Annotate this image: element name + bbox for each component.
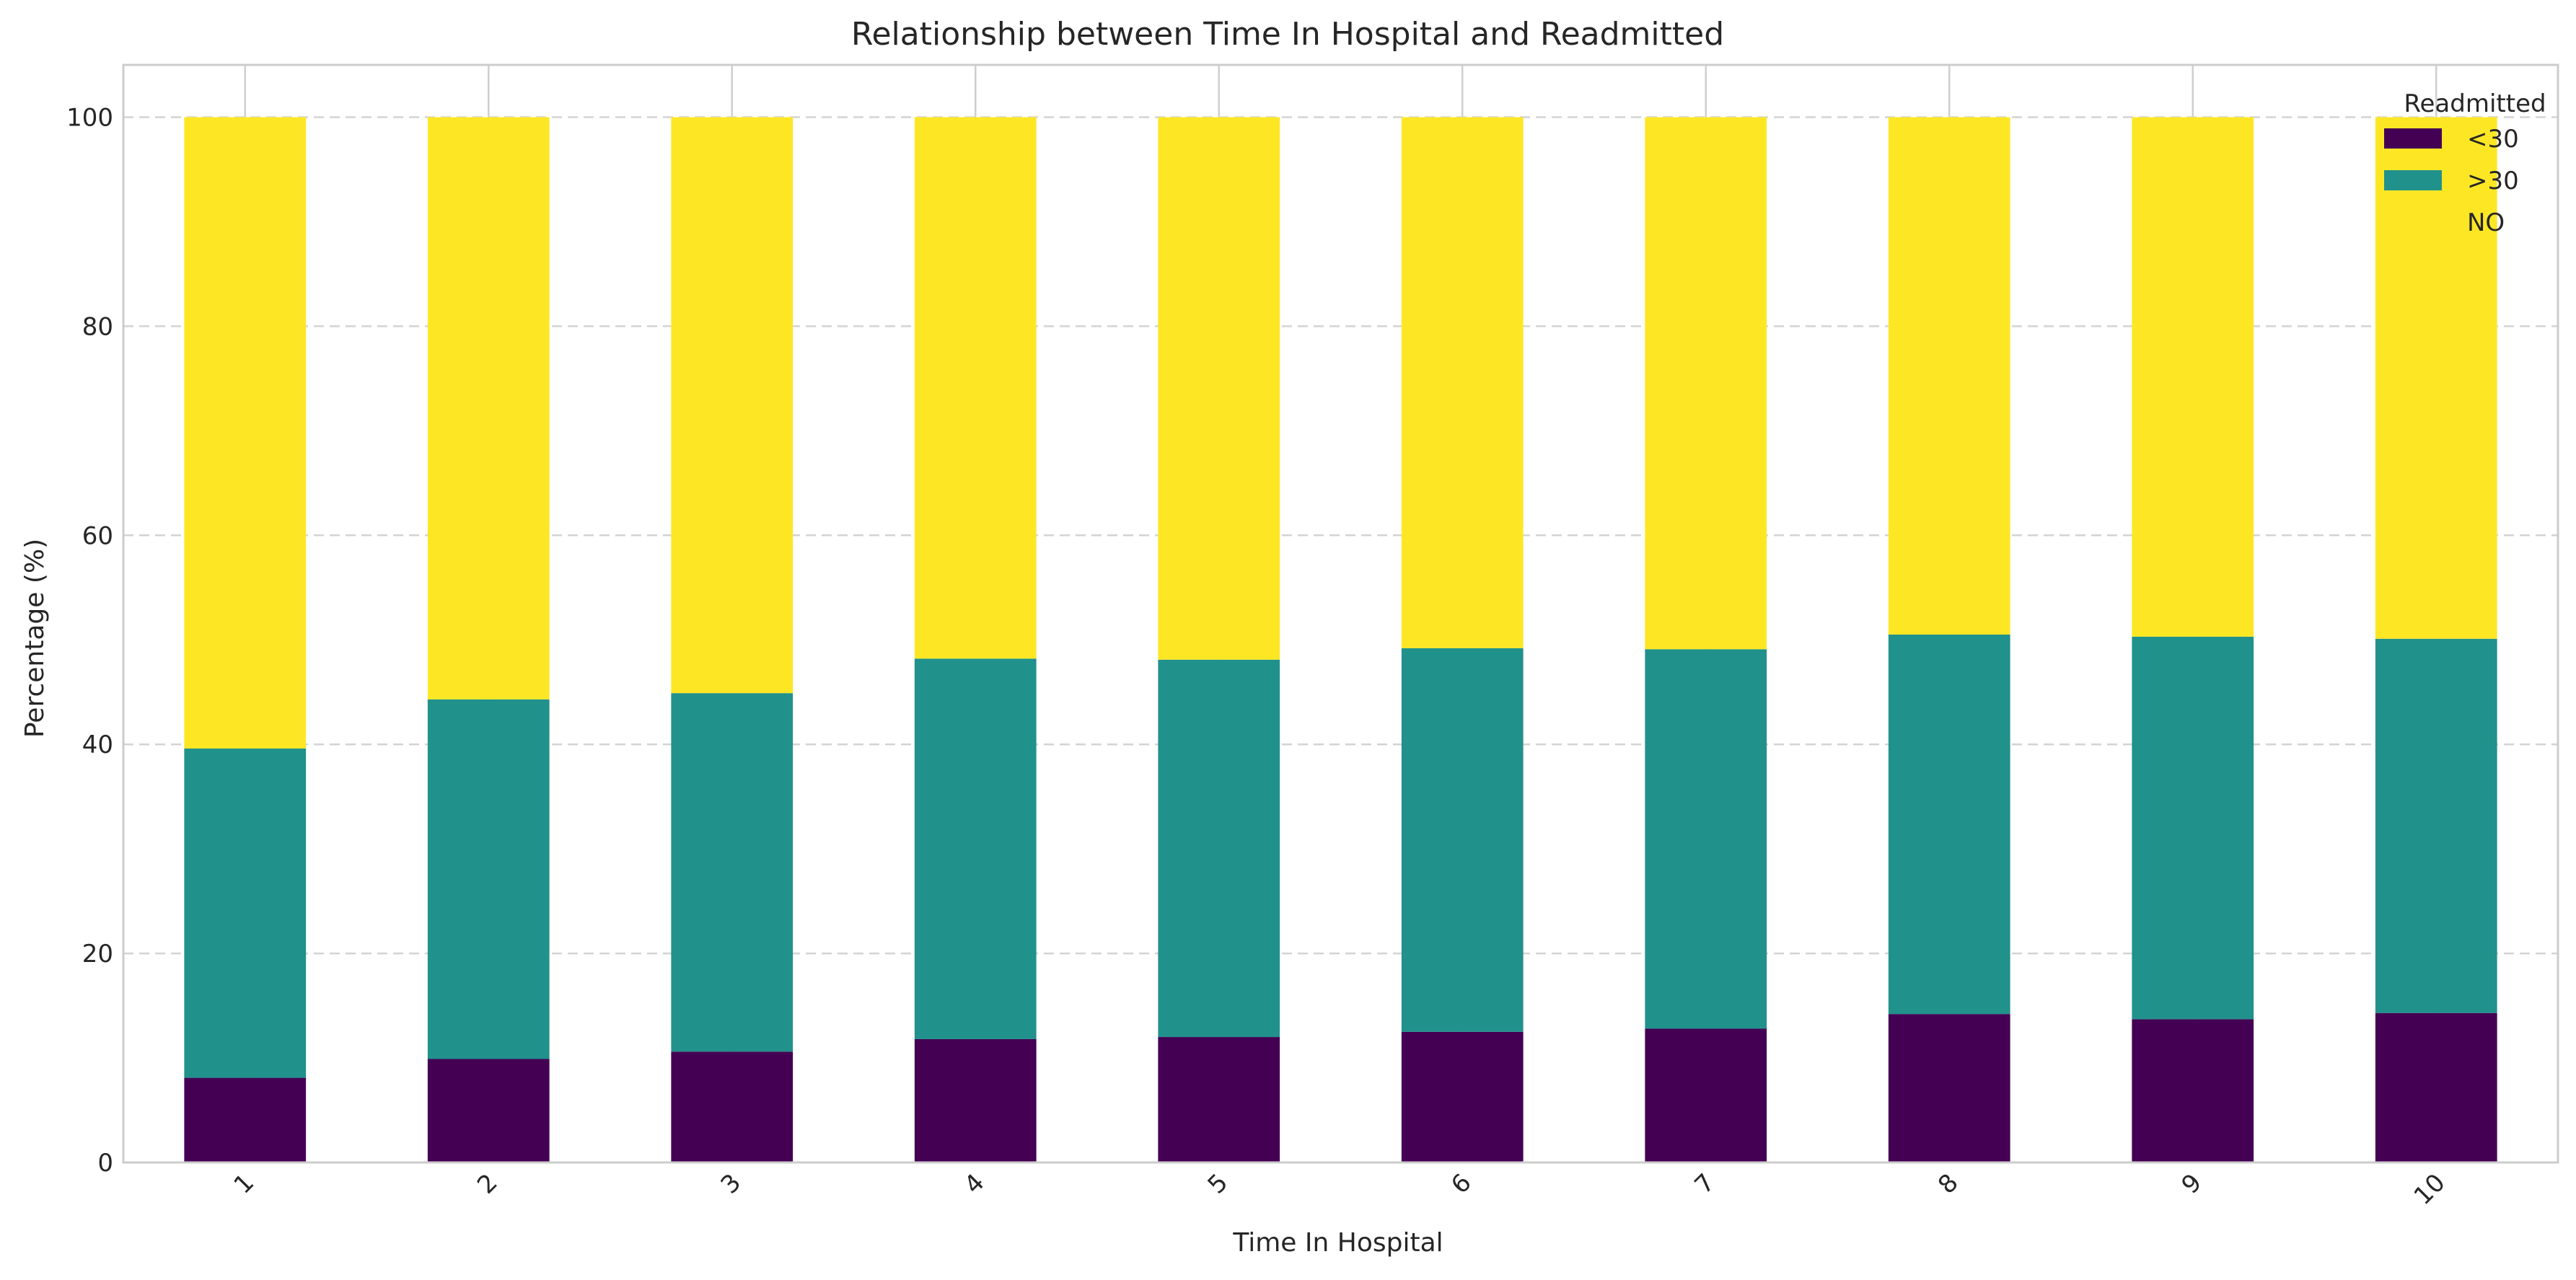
bar-segment-no-5 (1158, 117, 1280, 660)
legend-swatch (2384, 212, 2442, 232)
bar-segment-no-7 (1645, 117, 1767, 650)
bar-segment-no-9 (2132, 117, 2254, 637)
bar-segment-gt30-4 (914, 658, 1037, 1039)
legend-label: >30 (2467, 167, 2519, 195)
bar-segment-lt30-4 (914, 1038, 1037, 1162)
bar-segment-lt30-10 (2375, 1012, 2497, 1162)
y-tick-label: 60 (82, 521, 113, 550)
bar-segment-no-2 (427, 117, 550, 699)
bar-segment-lt30-9 (2132, 1019, 2254, 1162)
bar-segment-no-4 (914, 117, 1037, 659)
bar-segment-no-10 (2375, 117, 2497, 639)
legend-swatch (2384, 128, 2442, 149)
bar-segment-gt30-7 (1645, 649, 1767, 1029)
legend-swatch (2384, 170, 2442, 190)
bar-segment-lt30-3 (671, 1051, 794, 1162)
legend-title: Readmitted (2404, 89, 2546, 118)
bar-segment-gt30-1 (184, 748, 307, 1078)
bar-segment-no-1 (184, 117, 307, 749)
bar-segment-lt30-2 (427, 1059, 550, 1162)
legend: Readmitted <30 >30 NO (2384, 89, 2546, 237)
bar-segment-no-3 (671, 117, 794, 694)
bar-segment-gt30-10 (2375, 638, 2497, 1013)
y-tick-label: 80 (82, 312, 113, 341)
bar-segment-gt30-9 (2132, 636, 2254, 1020)
y-tick-label: 100 (66, 103, 113, 132)
bar-segment-lt30-6 (1401, 1031, 1524, 1162)
y-tick-label: 0 (97, 1149, 113, 1178)
bar-segment-lt30-1 (184, 1077, 307, 1162)
y-axis-label: Percentage (%) (20, 539, 50, 738)
bar-segment-gt30-5 (1158, 659, 1280, 1038)
x-axis-label: Time In Hospital (1232, 1228, 1443, 1258)
bar-segment-no-8 (1888, 117, 2010, 635)
bar-segment-gt30-3 (671, 693, 794, 1052)
bar-segment-gt30-2 (427, 699, 550, 1059)
y-tick-label: 20 (82, 940, 113, 968)
chart-title: Relationship between Time In Hospital an… (851, 16, 1724, 53)
bar-segment-gt30-8 (1888, 634, 2010, 1015)
bar-segment-lt30-7 (1645, 1028, 1767, 1162)
bar-segment-lt30-8 (1888, 1014, 2010, 1162)
legend-label: NO (2467, 208, 2505, 237)
legend-label: <30 (2467, 125, 2519, 154)
plot-frame (122, 63, 2559, 1164)
bar-segment-gt30-6 (1401, 648, 1524, 1032)
y-tick-label: 40 (82, 731, 113, 759)
bar-segment-lt30-5 (1158, 1037, 1280, 1162)
bar-segment-no-6 (1401, 117, 1524, 648)
